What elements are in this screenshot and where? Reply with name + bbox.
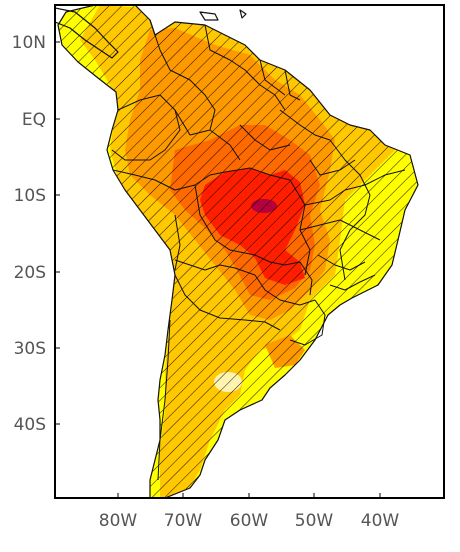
- x-tick-label-80w: 80W: [99, 511, 138, 531]
- x-tick-label-40w: 40W: [361, 511, 400, 531]
- y-tick-label-30s: 30S: [14, 339, 46, 359]
- y-tick-label-20s: 20S: [14, 263, 46, 283]
- hatching-overlay: [58, 5, 418, 498]
- y-tick-label-eq: EQ: [22, 110, 46, 130]
- y-axis: 10N EQ 10S 20S 30S 40S: [12, 33, 60, 435]
- central-america: [55, 7, 119, 59]
- shading-layer: [55, 5, 419, 498]
- country-borders: [111, 19, 406, 481]
- caribbean-islands: [199, 9, 247, 21]
- x-tick-label-70w: 70W: [164, 511, 203, 531]
- y-tick-label-40s: 40S: [14, 415, 46, 435]
- y-tick-label-10s: 10S: [14, 186, 46, 206]
- x-tick-label-60w: 60W: [230, 511, 269, 531]
- x-tick-label-50w: 50W: [295, 511, 334, 531]
- x-axis: 80W 70W 60W 50W 40W: [99, 493, 400, 531]
- y-tick-label-10n: 10N: [12, 33, 46, 53]
- coastline: [57, 5, 419, 498]
